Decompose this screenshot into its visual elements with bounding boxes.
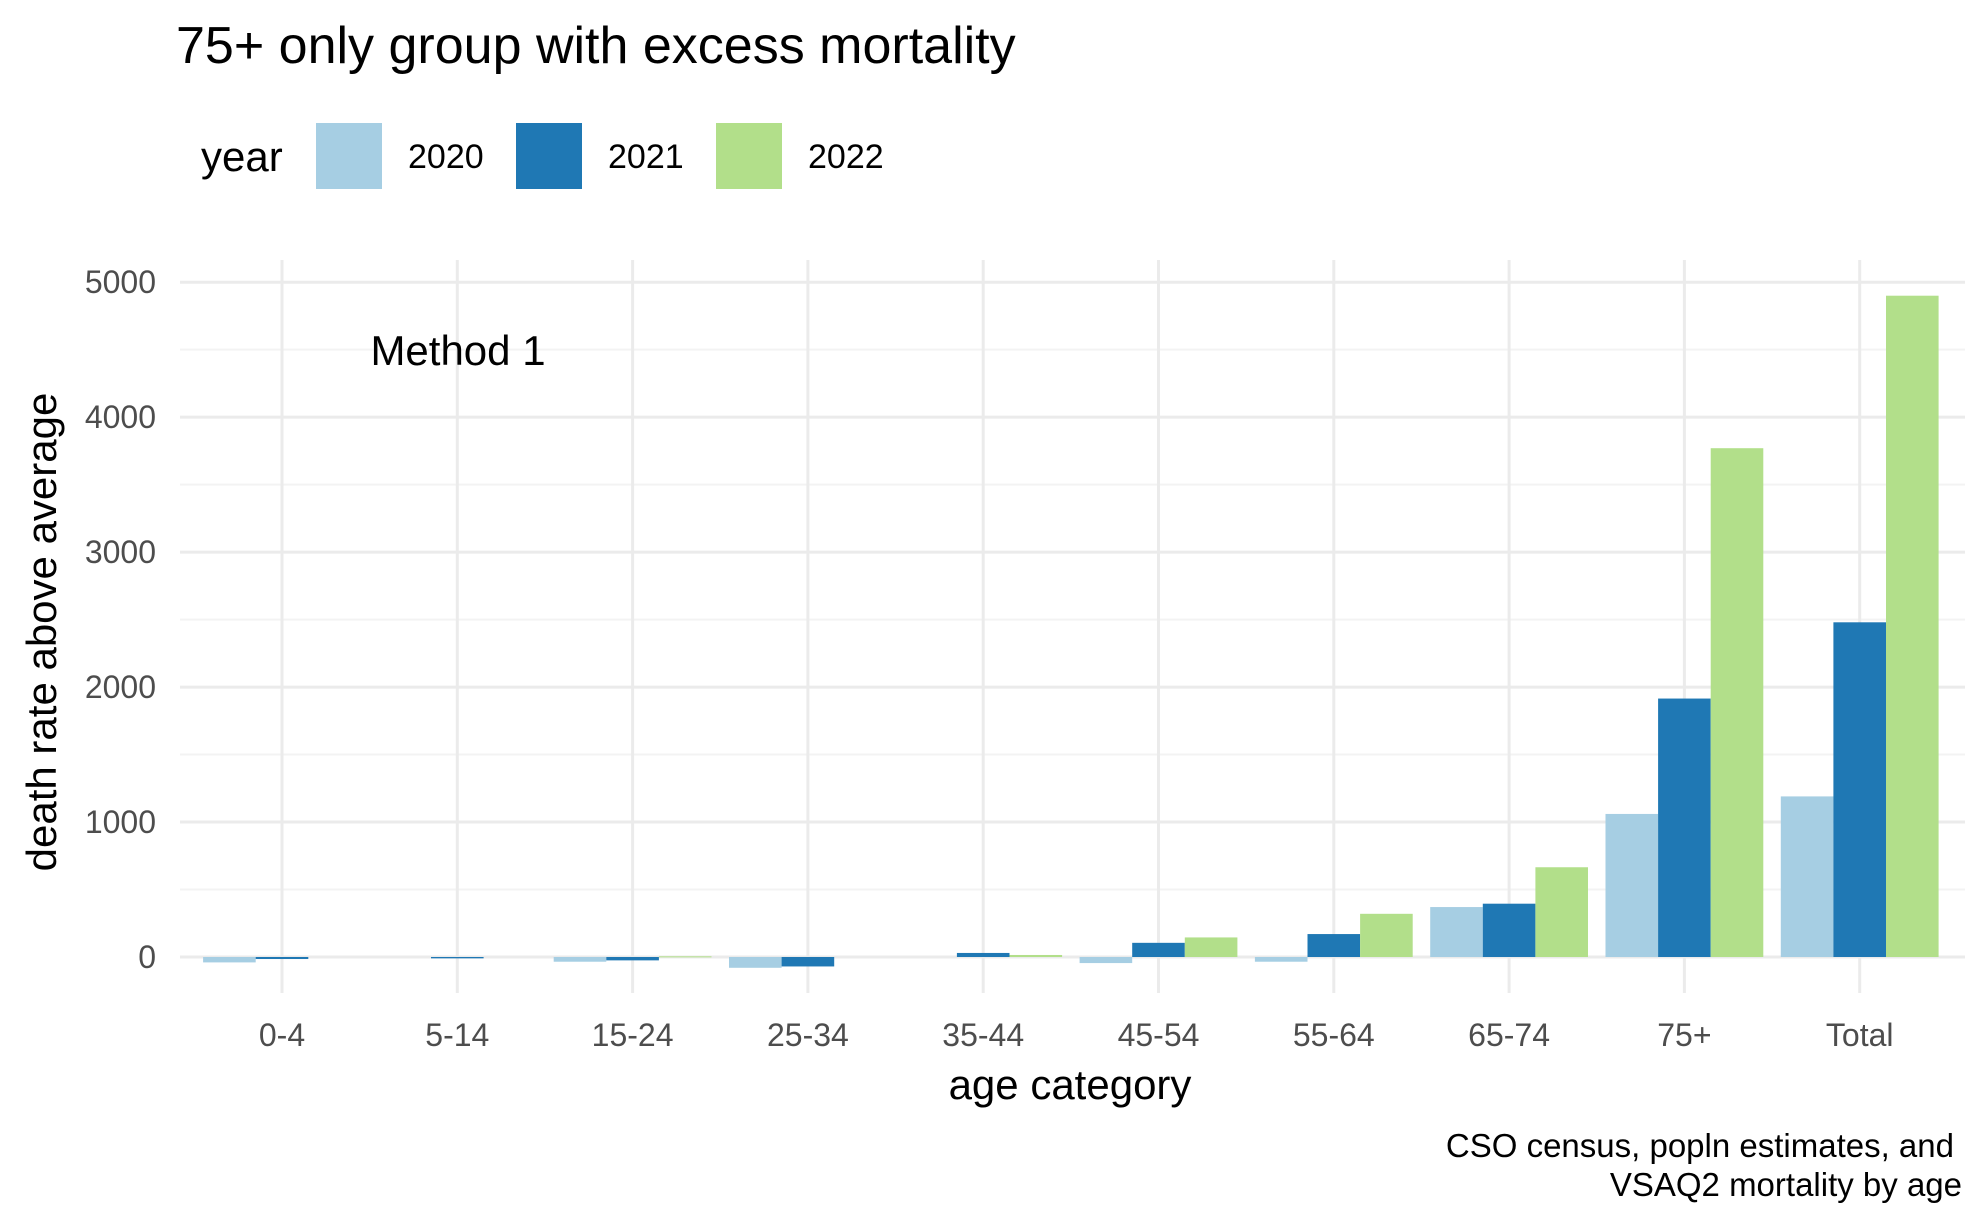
- y-tick-label: 0: [138, 939, 156, 975]
- x-tick-label: 0-4: [259, 1017, 305, 1053]
- bar-2021-0-4: [255, 957, 309, 960]
- bar-2022-55-64: [1360, 913, 1413, 957]
- plot-area: [180, 260, 1965, 993]
- bar-2021-15-24: [606, 957, 659, 961]
- x-tick-label: 35-44: [942, 1017, 1024, 1053]
- y-tick-label: 1000: [85, 804, 156, 840]
- bar-2020-45-54: [1079, 957, 1133, 964]
- chart-title: 75+ only group with excess mortality: [176, 17, 1016, 75]
- bar-2022-15-24: [658, 956, 712, 958]
- x-tick-label: 25-34: [767, 1017, 849, 1053]
- bar-2022-Total: [1886, 295, 1939, 957]
- legend-key-2022: [716, 123, 782, 189]
- bar-2022-35-44: [1009, 954, 1063, 957]
- bar-2020-Total: [1780, 796, 1834, 957]
- bar-2020-65-74: [1430, 907, 1483, 957]
- bar-2021-45-54: [1132, 942, 1185, 957]
- bar-2022-45-54: [1184, 937, 1238, 957]
- x-tick-label: 15-24: [592, 1017, 674, 1053]
- caption-line-1: CSO census, popln estimates, and: [1446, 1127, 1954, 1164]
- x-tick-label: 75+: [1657, 1017, 1711, 1053]
- bar-2021-35-44: [956, 952, 1010, 957]
- legend-key-2021: [516, 123, 582, 189]
- bar-2021-65-74: [1482, 903, 1536, 957]
- legend-items: 2020 2021 2022: [316, 123, 884, 189]
- y-tick-label: 5000: [85, 264, 156, 300]
- y-tick-label: 3000: [85, 534, 156, 570]
- x-axis-title: age category: [949, 1061, 1192, 1108]
- y-tick-label: 2000: [85, 669, 156, 705]
- x-tick-labels: 0-4 5-14 15-24 25-34 35-44 45-54 55-64 65-74 75+…: [259, 1017, 1894, 1053]
- bars: [203, 295, 1939, 968]
- method-annotation: Method 1: [370, 327, 545, 374]
- bar-2020-15-24: [553, 957, 607, 962]
- bar-2021-75+: [1658, 698, 1711, 957]
- bar-2020-55-64: [1254, 957, 1308, 962]
- bar-2020-0-4: [203, 957, 256, 963]
- legend-label-2021: 2021: [608, 138, 684, 176]
- legend-label-2022: 2022: [808, 138, 884, 176]
- y-tick-labels: 0 1000 2000 3000 4000 5000: [85, 264, 156, 975]
- bar-2021-5-14: [431, 957, 484, 959]
- legend-title: year: [201, 133, 283, 180]
- caption-line-2: VSAQ2 mortality by age: [1610, 1166, 1962, 1203]
- bar-2020-25-34: [729, 957, 782, 968]
- y-tick-label: 4000: [85, 399, 156, 435]
- x-tick-label: Total: [1826, 1017, 1894, 1053]
- bar-2022-75+: [1710, 448, 1764, 957]
- bar-2021-25-34: [781, 957, 835, 967]
- x-tick-label: 65-74: [1468, 1017, 1550, 1053]
- x-tick-label: 55-64: [1293, 1017, 1375, 1053]
- bar-2022-65-74: [1535, 867, 1588, 957]
- y-axis-title: death rate above average: [18, 393, 65, 872]
- bar-2020-75+: [1605, 813, 1659, 957]
- legend-label-2020: 2020: [408, 138, 484, 176]
- x-tick-label: 45-54: [1118, 1017, 1200, 1053]
- legend: year 2020 2021 2022: [201, 123, 884, 189]
- bar-2021-55-64: [1307, 934, 1361, 957]
- x-tick-label: 5-14: [425, 1017, 489, 1053]
- bar-2021-Total: [1833, 622, 1886, 957]
- legend-key-2020: [316, 123, 382, 189]
